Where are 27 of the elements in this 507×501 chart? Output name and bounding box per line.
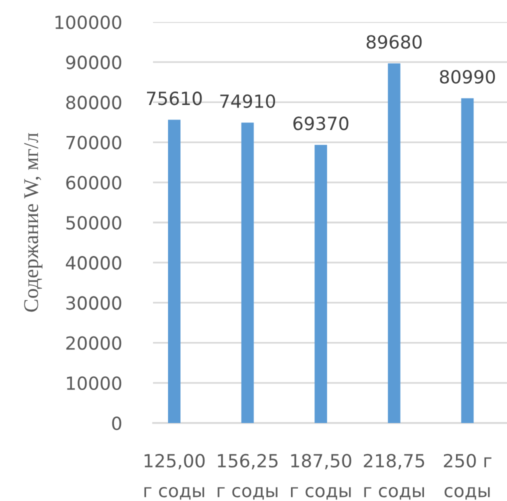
y-tick-label: 40000: [66, 256, 122, 270]
data-label: 75610: [147, 92, 202, 106]
data-label: 74910: [220, 94, 276, 108]
y-tick-label: 60000: [66, 176, 122, 190]
y-tick-label: 50000: [66, 216, 122, 230]
y-axis-title: Содержание W, мг/л: [24, 132, 42, 312]
x-tick-label: 156,25 г соды: [218, 454, 278, 500]
x-tick-label: 250 г соды: [444, 454, 492, 500]
y-tick-label: 0: [112, 416, 122, 430]
y-tick-label: 100000: [56, 15, 122, 30]
data-label: 69370: [293, 116, 348, 130]
data-label: 80990: [440, 70, 495, 84]
y-tick-label: 30000: [66, 296, 122, 310]
y-tick-label: 80000: [66, 96, 122, 110]
bar: [461, 98, 474, 423]
bar: [314, 144, 328, 423]
y-tick-label: 90000: [66, 56, 122, 70]
x-tick-label: 218,75 г соды: [364, 454, 424, 500]
x-tick-label: 125,00 г соды: [144, 454, 205, 500]
data-label: 89680: [366, 35, 422, 49]
y-tick-label: 70000: [66, 136, 122, 150]
bar: [168, 120, 180, 423]
y-tick-label: 10000: [66, 376, 122, 390]
y-tick-label: 20000: [66, 336, 122, 350]
bar: [388, 63, 400, 423]
bar: [241, 122, 254, 423]
x-tick-label: 187,50 г соды: [291, 454, 352, 500]
